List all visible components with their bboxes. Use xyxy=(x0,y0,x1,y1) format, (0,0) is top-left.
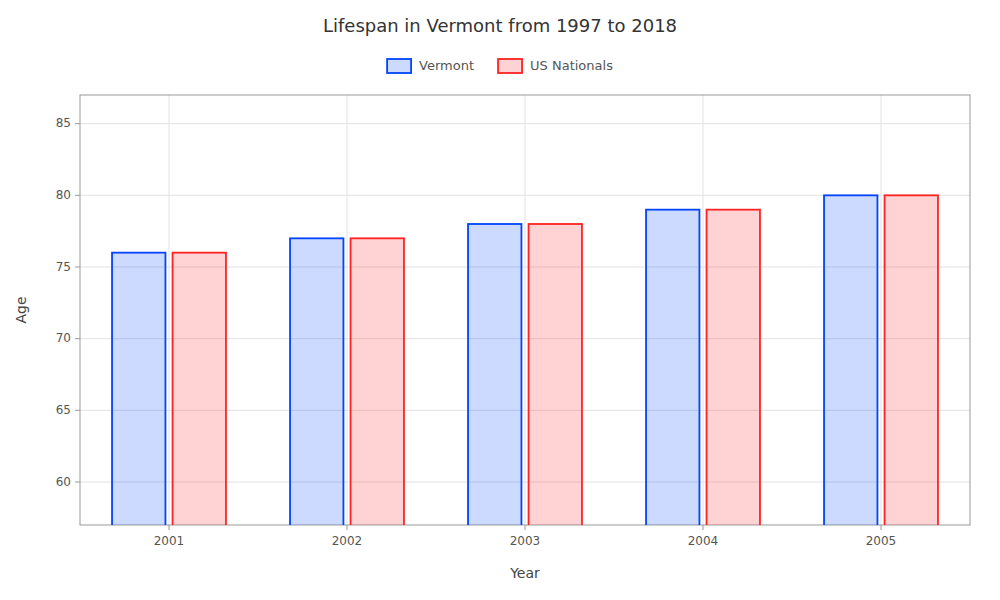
y-axis-label: Age xyxy=(13,296,29,323)
x-grid-line xyxy=(525,95,526,525)
bar xyxy=(468,224,521,525)
x-tick xyxy=(703,525,704,530)
y-tick xyxy=(75,410,80,411)
bar xyxy=(885,195,938,525)
legend-swatch xyxy=(387,59,411,73)
y-tick xyxy=(75,123,80,124)
x-tick-label: 2003 xyxy=(510,534,541,548)
legend-item: US Nationals xyxy=(498,58,613,74)
bar xyxy=(290,238,343,525)
page: {"chart_data": {"type": "bar", "title": … xyxy=(0,0,1000,600)
bar xyxy=(824,195,877,525)
bar xyxy=(112,253,165,525)
y-tick-label: 60 xyxy=(56,475,71,489)
bar xyxy=(707,210,760,525)
x-tick xyxy=(881,525,882,530)
legend: Vermont US Nationals xyxy=(387,58,613,74)
x-grid-line xyxy=(881,95,882,525)
x-grid-line xyxy=(169,95,170,525)
x-tick xyxy=(169,525,170,530)
axes: 60 65 70 75 80 85 2001 2002 2003 2004 2005 xyxy=(56,116,897,548)
bar xyxy=(351,238,404,525)
bar xyxy=(173,253,226,525)
bars xyxy=(112,195,938,525)
y-tick-label: 85 xyxy=(56,116,71,130)
bar xyxy=(529,224,582,525)
y-tick xyxy=(75,267,80,268)
y-tick xyxy=(75,338,80,339)
bar xyxy=(646,210,699,525)
y-tick-label: 75 xyxy=(56,260,71,274)
x-grid-line xyxy=(347,95,348,525)
legend-label: Vermont xyxy=(419,58,474,73)
title: Lifespan in Vermont from 1997 to 2018 xyxy=(323,15,677,36)
x-tick-label: 2002 xyxy=(332,534,363,548)
x-tick-label: 2004 xyxy=(688,534,719,548)
chart-svg: 60 65 70 75 80 85 2001 2002 2003 2004 2005 Year Age L… xyxy=(0,0,1000,600)
legend-swatch xyxy=(498,59,522,73)
x-tick xyxy=(347,525,348,530)
x-tick xyxy=(525,525,526,530)
x-axis-label: Year xyxy=(509,565,540,581)
x-tick-label: 2005 xyxy=(866,534,897,548)
y-tick-label: 70 xyxy=(56,331,71,345)
x-tick-label: 2001 xyxy=(154,534,185,548)
legend-item: Vermont xyxy=(387,58,474,74)
legend-label: US Nationals xyxy=(530,58,613,73)
y-tick xyxy=(75,195,80,196)
chart-container: 60 65 70 75 80 85 2001 2002 2003 2004 2005 Year Age L… xyxy=(0,0,1000,600)
y-tick-label: 80 xyxy=(56,188,71,202)
y-tick-label: 65 xyxy=(56,403,71,417)
y-tick xyxy=(75,482,80,483)
x-grid-line xyxy=(703,95,704,525)
